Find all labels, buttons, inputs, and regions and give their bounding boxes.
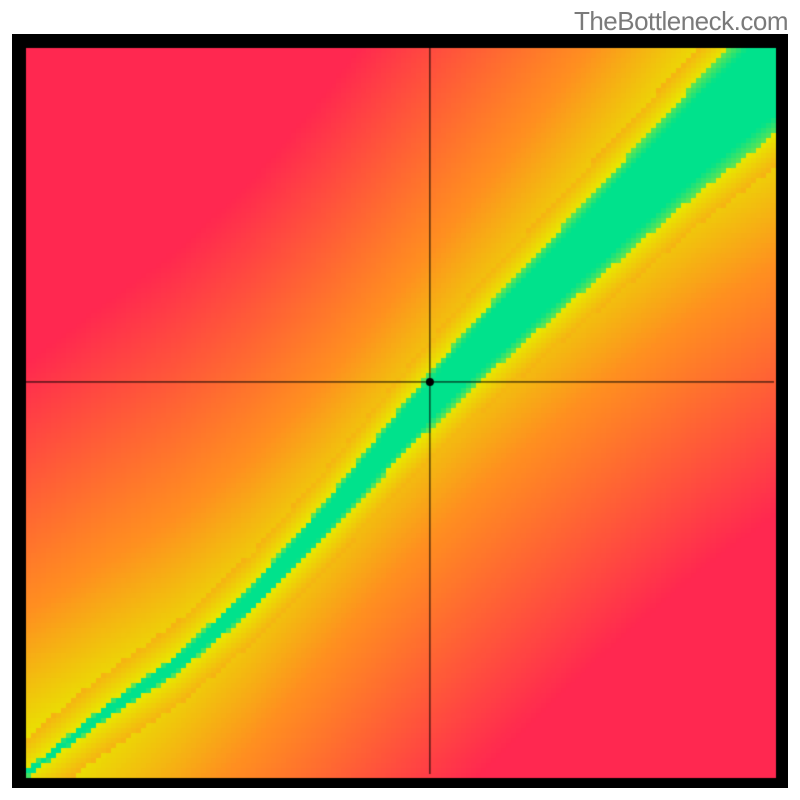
heatmap-canvas — [12, 34, 788, 788]
watermark-text: TheBottleneck.com — [574, 6, 788, 37]
chart-frame — [12, 34, 788, 788]
